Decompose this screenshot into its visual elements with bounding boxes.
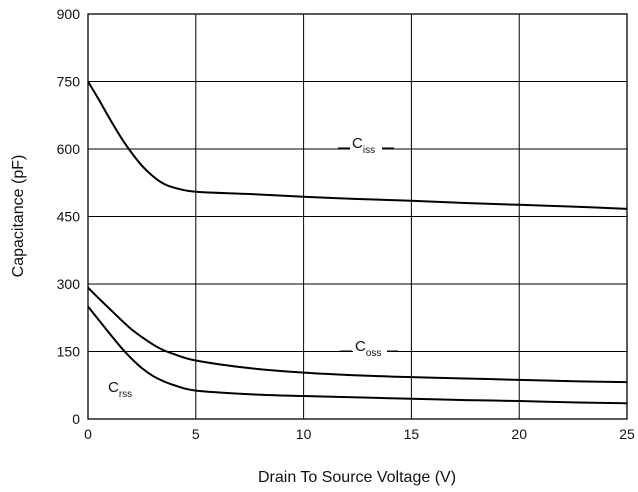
y-axis-title: Capacitance (pF) (10, 155, 27, 278)
coss-label: Coss (355, 338, 381, 359)
y-tick-label: 150 (57, 344, 81, 360)
x-tick-label: 0 (84, 426, 92, 442)
crss-label: Crss (108, 379, 132, 400)
y-tick-label: 450 (57, 209, 81, 225)
y-tick-label: 750 (57, 74, 81, 90)
x-tick-label: 15 (404, 426, 420, 442)
series-lines (87, 80, 628, 405)
series-labels: Ciss Coss Crss (108, 134, 398, 400)
y-tick-label: 600 (57, 141, 81, 157)
x-axis-title: Drain To Source Voltage (V) (258, 469, 456, 486)
y-tick-label: 900 (57, 6, 81, 22)
x-tick-label: 5 (192, 426, 200, 442)
y-tick-label: 300 (57, 276, 81, 292)
series-line-iss (87, 80, 628, 210)
series-line-oss (87, 286, 628, 384)
tick-labels: 0 5 10 15 20 25 0 150 300 450 600 750 900 (57, 6, 635, 442)
plot-frame (87, 13, 628, 420)
y-tick-label: 0 (72, 411, 80, 427)
x-tick-label: 20 (511, 426, 527, 442)
ciss-label: Ciss (352, 135, 375, 156)
x-tick-label: 25 (619, 426, 635, 442)
x-tick-label: 10 (296, 426, 312, 442)
series-line-rss (87, 305, 628, 405)
